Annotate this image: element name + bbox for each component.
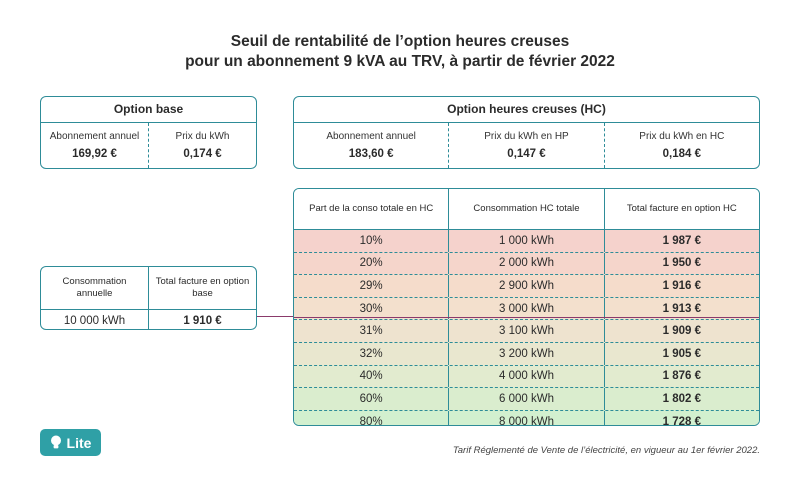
cell-total: 1 876 €: [603, 365, 759, 388]
lightbulb-icon: [50, 435, 61, 449]
cell-conso: 4 000 kWh: [448, 365, 603, 388]
table-row: 40% 4 000 kWh 1 876 €: [294, 364, 759, 388]
hc-hp-label: Prix du kWh en HP: [484, 131, 569, 142]
table-row: 10% 1 000 kWh 1 987 €: [294, 230, 759, 252]
cell-part: 29%: [359, 279, 383, 292]
cell-conso: 2 000 kWh: [448, 252, 603, 275]
cell-conso: 1 000 kWh: [448, 230, 603, 252]
base-total-header: Total facture en option base: [148, 267, 256, 309]
hc-hp-cell: Prix du kWh en HP 0,147 €: [448, 123, 603, 168]
table-header: Part de la conso totale en HC Consommati…: [294, 189, 759, 230]
cell-conso: 2 900 kWh: [448, 275, 603, 297]
base-total-value: 1 910 €: [148, 310, 256, 329]
base-prix-label: Prix du kWh: [175, 131, 230, 142]
header-total-hc: Total facture en option HC: [603, 189, 759, 229]
table-body: 10% 1 000 kWh 1 987 €20% 2 000 kWh 1 950 €29…: [294, 230, 759, 426]
cell-part: 20%: [359, 257, 383, 270]
cell-total: 1 728 €: [603, 410, 759, 425]
table-row: 32% 3 200 kWh 1 905 €: [294, 341, 759, 365]
hc-hc-value: 0,184 €: [662, 148, 701, 160]
base-prix-value: 0,174 €: [183, 148, 222, 160]
table-row: 29% 2 900 kWh 1 916 €: [294, 274, 759, 297]
option-hc-heading: Option heures creuses (HC): [294, 97, 759, 123]
hc-abonnement-label: Abonnement annuel: [326, 131, 416, 142]
base-abonnement-label: Abonnement annuel: [49, 131, 140, 142]
cell-total: 1 909 €: [603, 320, 759, 342]
cell-conso: 8 000 kWh: [448, 410, 603, 425]
table-row: 30% 3 000 kWh 1 913 €: [294, 296, 759, 320]
cell-part: 30%: [359, 302, 383, 315]
cell-conso: 3 000 kWh: [448, 297, 603, 320]
base-consumption-header: Consommation annuelle: [62, 276, 127, 299]
page-title: Seuil de rentabilité de l’option heures …: [0, 32, 800, 72]
footnote: Tarif Réglementé de Vente de l’électrici…: [452, 445, 760, 456]
base-consumption-value: 10 000 kWh: [63, 314, 126, 327]
cell-part: 10%: [359, 234, 383, 247]
cell-part: 32%: [359, 347, 383, 360]
threshold-connector-line: [257, 316, 293, 317]
header-conso-hc: Consommation HC totale: [448, 189, 603, 229]
option-base-box: Option base Abonnement annuel 169,92 € P…: [40, 96, 257, 169]
base-abonnement-value: 169,92 €: [72, 148, 117, 160]
cell-total: 1 913 €: [603, 297, 759, 320]
hc-hc-cell: Prix du kWh en HC 0,184 €: [603, 123, 759, 168]
title-line-1: Seuil de rentabilité de l’option heures …: [230, 33, 570, 50]
cell-part: 31%: [359, 325, 383, 338]
lite-logo: Lite: [40, 429, 101, 456]
table-row: 80% 8 000 kWh 1 728 €: [294, 409, 759, 426]
cell-conso: 3 100 kWh: [448, 320, 603, 342]
cell-part: 40%: [359, 370, 383, 383]
option-hc-box: Option heures creuses (HC) Abonnement an…: [293, 96, 760, 169]
table-row: 20% 2 000 kWh 1 950 €: [294, 251, 759, 275]
cell-conso: 3 200 kWh: [448, 342, 603, 365]
table-row: 60% 6 000 kWh 1 802 €: [294, 387, 759, 410]
logo-text: Lite: [66, 434, 92, 451]
base-consumption-box: Consommation annuelle Total facture en o…: [40, 266, 257, 330]
cell-total: 1 987 €: [603, 230, 759, 252]
cell-part: 80%: [359, 415, 383, 426]
base-prix-cell: Prix du kWh 0,174 €: [148, 123, 256, 168]
hc-hp-value: 0,147 €: [507, 148, 546, 160]
base-abonnement-cell: Abonnement annuel 169,92 €: [41, 123, 148, 168]
cell-part: 60%: [359, 392, 383, 405]
hc-hc-label: Prix du kWh en HC: [639, 131, 725, 142]
cell-conso: 6 000 kWh: [448, 388, 603, 410]
cell-total: 1 916 €: [603, 275, 759, 297]
hc-abonnement-value: 183,60 €: [348, 148, 394, 160]
hc-breakeven-table: Part de la conso totale en HC Consommati…: [293, 188, 760, 426]
cell-total: 1 950 €: [603, 252, 759, 275]
table-row: 31% 3 100 kWh 1 909 €: [294, 319, 759, 342]
header-part-hc: Part de la conso totale en HC: [309, 203, 434, 214]
cell-total: 1 802 €: [603, 388, 759, 410]
title-line-2: pour un abonnement 9 kVA au TRV, à parti…: [185, 53, 615, 70]
cell-total: 1 905 €: [603, 342, 759, 365]
option-base-heading: Option base: [41, 97, 256, 123]
hc-abonnement-cell: Abonnement annuel 183,60 €: [294, 123, 448, 168]
